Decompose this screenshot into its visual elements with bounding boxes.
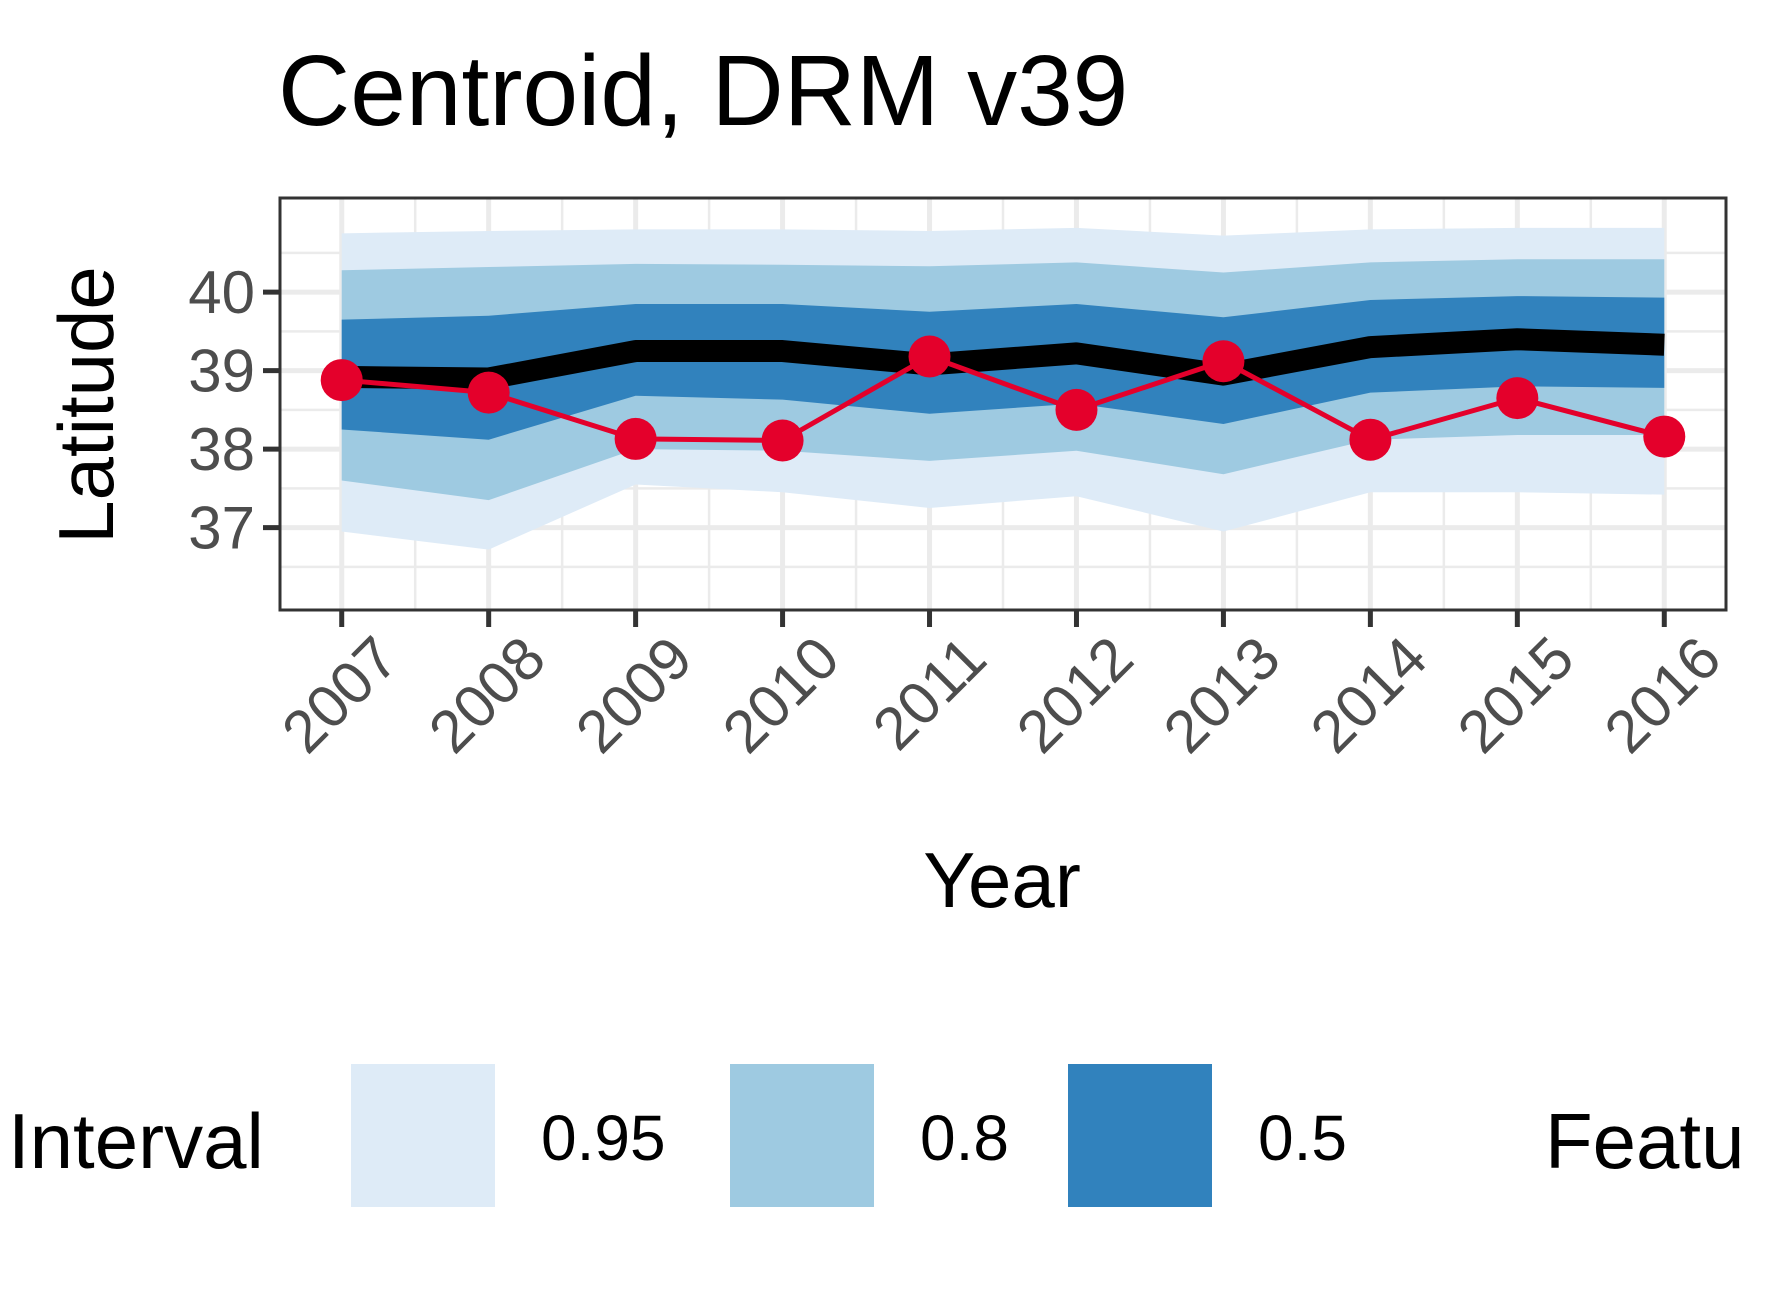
observed-point xyxy=(467,371,510,414)
x-tick-label: 2007 xyxy=(269,624,411,766)
observed-point xyxy=(320,359,363,402)
plot-area xyxy=(278,196,1728,612)
y-axis-title: Latitude xyxy=(42,266,130,544)
y-tick-label: 39 xyxy=(188,338,255,405)
observed-line xyxy=(341,354,1665,443)
observed-point xyxy=(1643,415,1686,458)
observed-point xyxy=(1055,388,1098,431)
panel-border xyxy=(278,196,1728,612)
legend-key-0.5 xyxy=(1068,1064,1212,1207)
y-tick-label: 38 xyxy=(188,416,255,483)
x-tick-label: 2011 xyxy=(860,624,999,763)
x-tick-label: 2008 xyxy=(416,624,558,766)
x-tick-label: 2015 xyxy=(1445,624,1587,766)
panel-content xyxy=(280,198,1726,610)
legend-key-0.8 xyxy=(730,1064,874,1207)
observed-point xyxy=(614,417,657,460)
legend-feature-title: Featu xyxy=(1545,1097,1744,1185)
x-tick-label: 2009 xyxy=(563,624,705,766)
y-tick-label: 40 xyxy=(188,259,255,326)
observed-point xyxy=(908,335,951,378)
x-axis: 2007 2008 2009 2010 2011 2012 2013 2014 2015 2016 xyxy=(269,610,1733,766)
x-tick-label: 2014 xyxy=(1298,624,1440,766)
observed-point xyxy=(1202,340,1245,383)
legend-interval-title: Interval xyxy=(8,1097,264,1185)
observed-point xyxy=(761,419,804,462)
x-axis-title: Year xyxy=(923,836,1081,924)
chart-title: Centroid, DRM v39 xyxy=(278,35,1128,147)
y-tick-label: 37 xyxy=(188,495,255,562)
median-line xyxy=(341,328,1665,390)
observed-point xyxy=(1349,418,1392,461)
legend-label-0.5: 0.5 xyxy=(1258,1102,1347,1174)
x-tick-label: 2013 xyxy=(1151,624,1293,766)
legend-key-0.95 xyxy=(351,1064,495,1207)
legend-label-0.8: 0.8 xyxy=(920,1102,1009,1174)
x-tick-label: 2016 xyxy=(1592,624,1734,766)
legend: Interval 0.95 0.8 0.5 Featu xyxy=(8,1064,1744,1207)
x-tick-label: 2010 xyxy=(710,624,852,766)
x-tick-label: 2012 xyxy=(1004,624,1146,766)
observed-point xyxy=(1496,377,1539,420)
legend-label-0.95: 0.95 xyxy=(541,1102,666,1174)
y-axis: 37 38 39 40 xyxy=(188,259,280,562)
